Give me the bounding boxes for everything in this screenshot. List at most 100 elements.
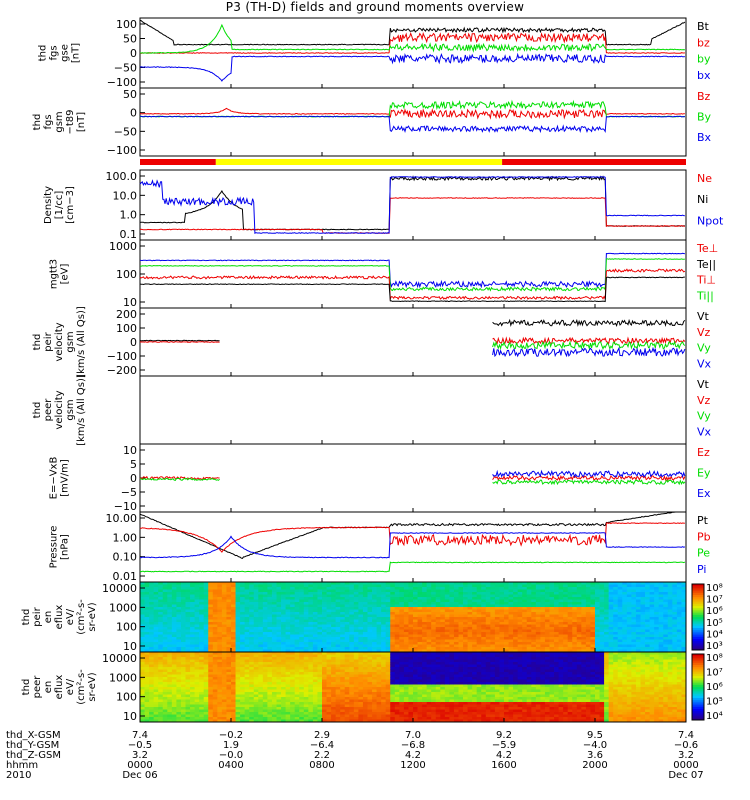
- peer-spectrogram-cell: [149, 692, 155, 695]
- peer-spectrogram-cell: [276, 659, 282, 663]
- peir-spectrogram-cell: [595, 629, 600, 633]
- peer-spectrogram-cell: [199, 702, 205, 705]
- peer-spectrogram-cell: [267, 652, 273, 655]
- peer-spectrogram-cell: [312, 699, 318, 703]
- peir-spectrogram-cell: [422, 604, 428, 608]
- peir-spectrogram-cell: [431, 599, 437, 603]
- peir-spectrogram-cell: [504, 584, 509, 588]
- peir-spectrogram-cell: [285, 622, 291, 625]
- peir-spectrogram-cell: [526, 594, 532, 598]
- peir-spectrogram-cell: [372, 604, 377, 608]
- peir-spectrogram-cell: [494, 594, 500, 598]
- peer-spectrogram-cell: [308, 697, 314, 700]
- peir-spectrogram-cell: [531, 619, 537, 623]
- peir-spectrogram-cell: [426, 597, 432, 600]
- peer-spectrogram-cell: [353, 667, 359, 670]
- peir-spectrogram-cell: [290, 609, 296, 613]
- peer-spectrogram-cell: [271, 662, 277, 665]
- peer-spectrogram-cell: [203, 704, 209, 708]
- peer-spectrogram-cell: [349, 699, 355, 703]
- peer-spectrogram-cell: [262, 719, 268, 723]
- peir-spectrogram-cell: [422, 602, 428, 605]
- peir-spectrogram-cell: [681, 607, 687, 610]
- peer-spectrogram-cell: [176, 677, 182, 680]
- peir-spectrogram-cell: [449, 592, 455, 595]
- peir-spectrogram-cell: [381, 604, 387, 608]
- peer-spectrogram-cell: [326, 702, 332, 705]
- peer-spectrogram-cell: [358, 702, 364, 705]
- peir-spectrogram-cell: [285, 587, 291, 590]
- peir-spectrogram-cell: [649, 609, 655, 613]
- peer-spectrogram-cell: [344, 679, 350, 683]
- peir-spectrogram-cell: [171, 629, 177, 633]
- peer-spectrogram-cell: [144, 674, 150, 678]
- peir-spectrogram-cell: [399, 582, 405, 585]
- peir-spectrogram-cell: [381, 644, 387, 648]
- peer-spectrogram-cell: [294, 674, 300, 678]
- peir-spectrogram-cell: [399, 629, 405, 633]
- peir-spectrogram-cell: [326, 647, 332, 650]
- peir-spectrogram-cell: [567, 624, 573, 628]
- peir-spectrogram-cell: [212, 617, 218, 620]
- peer-spectrogram-cell: [281, 679, 286, 683]
- peer-spectrogram-cell: [240, 682, 246, 685]
- peir-spectrogram-cell: [504, 624, 509, 628]
- peer-spectrogram-cell: [212, 707, 218, 710]
- peir-spectrogram-cell: [208, 632, 214, 635]
- peer-spectrogram-cell: [149, 709, 155, 713]
- peir-spectrogram-cell: [294, 617, 300, 620]
- peir-spectrogram-cell: [522, 597, 528, 600]
- peer-spectrogram-cell: [153, 672, 159, 675]
- peir-spectrogram-cell: [226, 587, 232, 590]
- peer-spectrogram-cell: [358, 669, 364, 673]
- peir-spectrogram-cell: [494, 584, 500, 588]
- peir-spectrogram-cell: [353, 619, 359, 623]
- peir-spectrogram-cell: [385, 612, 391, 615]
- peer-spectrogram-cell: [235, 692, 241, 695]
- peer-spectrogram-cell: [203, 692, 209, 695]
- peir-spectrogram-cell: [494, 644, 500, 648]
- peir-spectrogram-cell: [590, 622, 596, 625]
- peir-spectrogram-cell: [299, 624, 305, 628]
- peir-spectrogram-cell: [608, 642, 614, 645]
- peer-spectrogram-cell: [317, 687, 323, 690]
- peir-spectrogram-cell: [499, 584, 505, 588]
- y-tick-label: 10.0: [113, 189, 138, 202]
- peir-spectrogram-cell: [335, 647, 341, 650]
- peer-spectrogram-cell: [285, 657, 291, 660]
- peir-spectrogram-cell: [604, 624, 610, 628]
- peir-spectrogram-cell: [444, 632, 450, 635]
- peir-spectrogram-cell: [358, 647, 364, 650]
- peer-spectrogram-cell: [244, 667, 250, 670]
- peer-spectrogram-cell: [185, 707, 191, 710]
- peir-spectrogram-cell: [372, 629, 377, 633]
- peer-spectrogram-cell: [176, 712, 182, 715]
- peir-spectrogram-cell: [399, 642, 405, 645]
- peer-spectrogram-cell: [303, 697, 309, 700]
- peir-spectrogram-cell: [208, 592, 214, 595]
- peir-spectrogram-cell: [212, 602, 218, 605]
- peir-spectrogram-cell: [244, 602, 250, 605]
- colorbar-tick-label: 10⁶: [706, 606, 723, 617]
- peer-spectrogram-cell: [362, 654, 368, 658]
- peir-spectrogram-cell: [231, 624, 236, 628]
- peir-spectrogram-cell: [485, 589, 491, 593]
- peir-spectrogram-cell: [667, 612, 673, 615]
- peir-spectrogram-cell: [635, 642, 641, 645]
- peir-spectrogram-cell: [658, 644, 664, 648]
- peir-spectrogram-cell: [394, 599, 400, 603]
- peir-spectrogram-cell: [572, 604, 578, 608]
- peir-spectrogram-cell: [590, 614, 596, 618]
- peer-spectrogram-cell: [281, 709, 286, 713]
- peir-spectrogram-cell: [253, 617, 259, 620]
- peer-spectrogram-cell: [367, 674, 373, 678]
- peer-spectrogram-cell: [294, 652, 300, 655]
- peir-spectrogram-cell: [576, 622, 582, 625]
- peir-spectrogram-cell: [408, 632, 414, 635]
- peer-spectrogram-cell: [372, 699, 377, 703]
- peir-spectrogram-cell: [667, 639, 673, 643]
- peir-spectrogram-cell: [485, 637, 491, 640]
- peir-spectrogram-cell: [267, 584, 273, 588]
- peer-spectrogram-cell: [267, 657, 273, 660]
- peir-spectrogram-cell: [303, 582, 309, 585]
